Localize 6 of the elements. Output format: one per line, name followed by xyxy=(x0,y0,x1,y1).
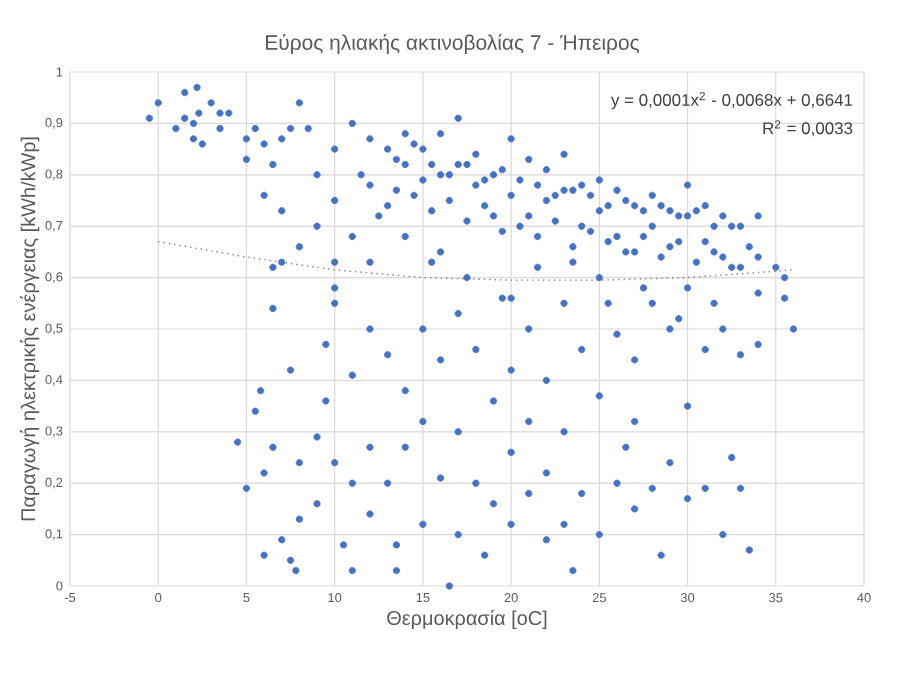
x-axis-title: Θερμοκρασία [oC] xyxy=(387,609,547,630)
line-series xyxy=(157,240,795,281)
annotation: R$^{2}$ = 0,0033 xyxy=(763,120,853,137)
annotation: y = 0,0001x$^{2}$ - 0,0068x + 0,6641 xyxy=(610,91,853,110)
y-axis-title: Παραγωγή ηλεκτρικής ενέργειας [kWh/kWp] xyxy=(20,137,40,521)
chart-title: Εύρος ηλιακής ακτινοβολίας 7 - Ήπειρος xyxy=(266,33,640,55)
